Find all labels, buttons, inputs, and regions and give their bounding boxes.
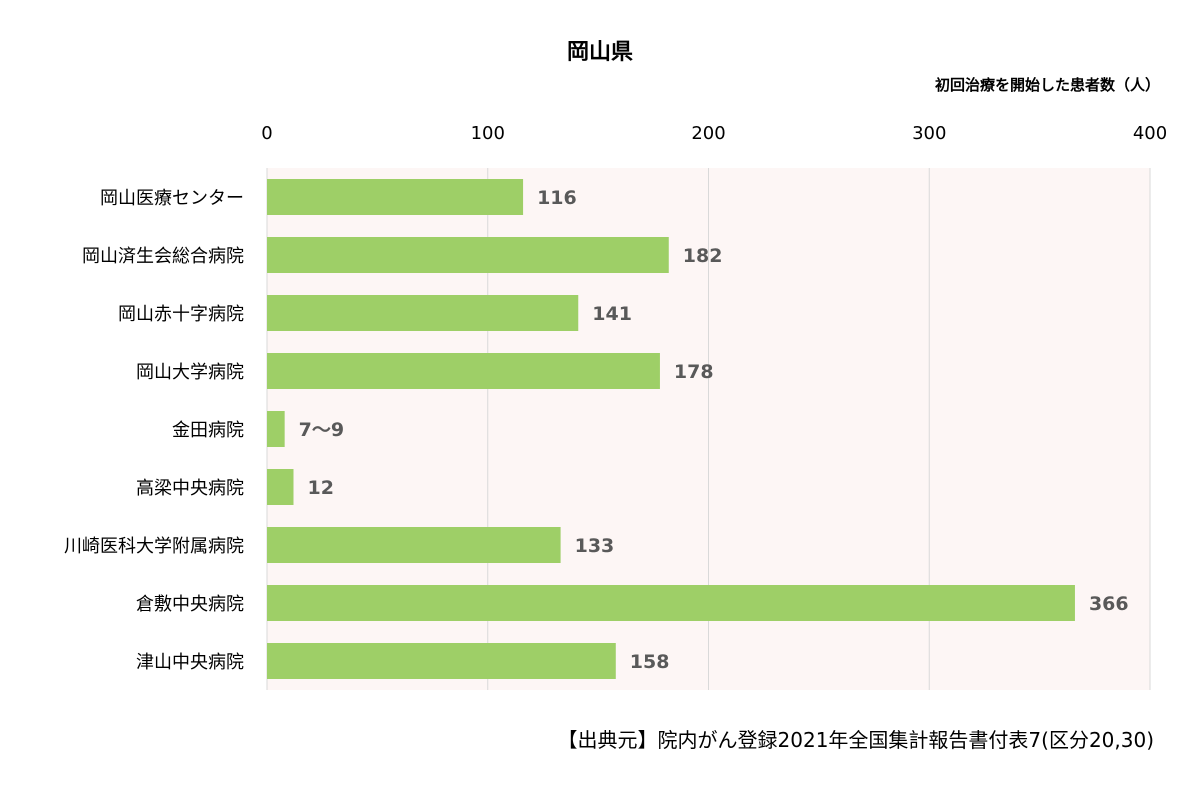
category-label: 岡山大学病院 [136,362,244,383]
category-label: 津山中央病院 [136,652,244,673]
data-label: 133 [575,535,615,557]
x-tick-label: 400 [1133,123,1167,144]
category-label: 岡山医療センター [100,188,244,209]
data-label: 158 [630,651,670,673]
data-label: 141 [592,303,632,325]
axis-unit-label: 初回治療を開始した患者数（人） [934,76,1160,94]
bar [267,527,561,563]
bar [267,237,669,273]
bar [267,469,294,505]
x-tick-label: 100 [471,123,505,144]
category-label: 川崎医科大学附属病院 [64,536,244,557]
category-label: 金田病院 [172,420,244,441]
bar [267,585,1075,621]
chart-title: 岡山県 [566,40,633,65]
data-label: 116 [537,187,577,209]
bar [267,295,579,331]
category-label: 岡山済生会総合病院 [82,246,244,267]
category-label: 岡山赤十字病院 [118,304,244,325]
bar [267,643,616,679]
data-label: 178 [674,361,714,383]
x-tick-label: 300 [912,123,946,144]
bar [267,179,524,215]
x-tick-label: 200 [691,123,725,144]
data-label: 182 [683,245,723,267]
category-label: 倉敷中央病院 [136,594,244,615]
bar [267,411,285,447]
category-label: 高梁中央病院 [136,478,244,499]
x-tick-label: 0 [261,123,272,144]
data-label: 7～9 [299,419,344,441]
source-note: 【出典元】院内がん登録2021年全国集計報告書付表7(区分20,30) [557,728,1154,752]
bar [267,353,660,389]
data-label: 366 [1089,593,1129,615]
data-label: 12 [307,477,333,499]
